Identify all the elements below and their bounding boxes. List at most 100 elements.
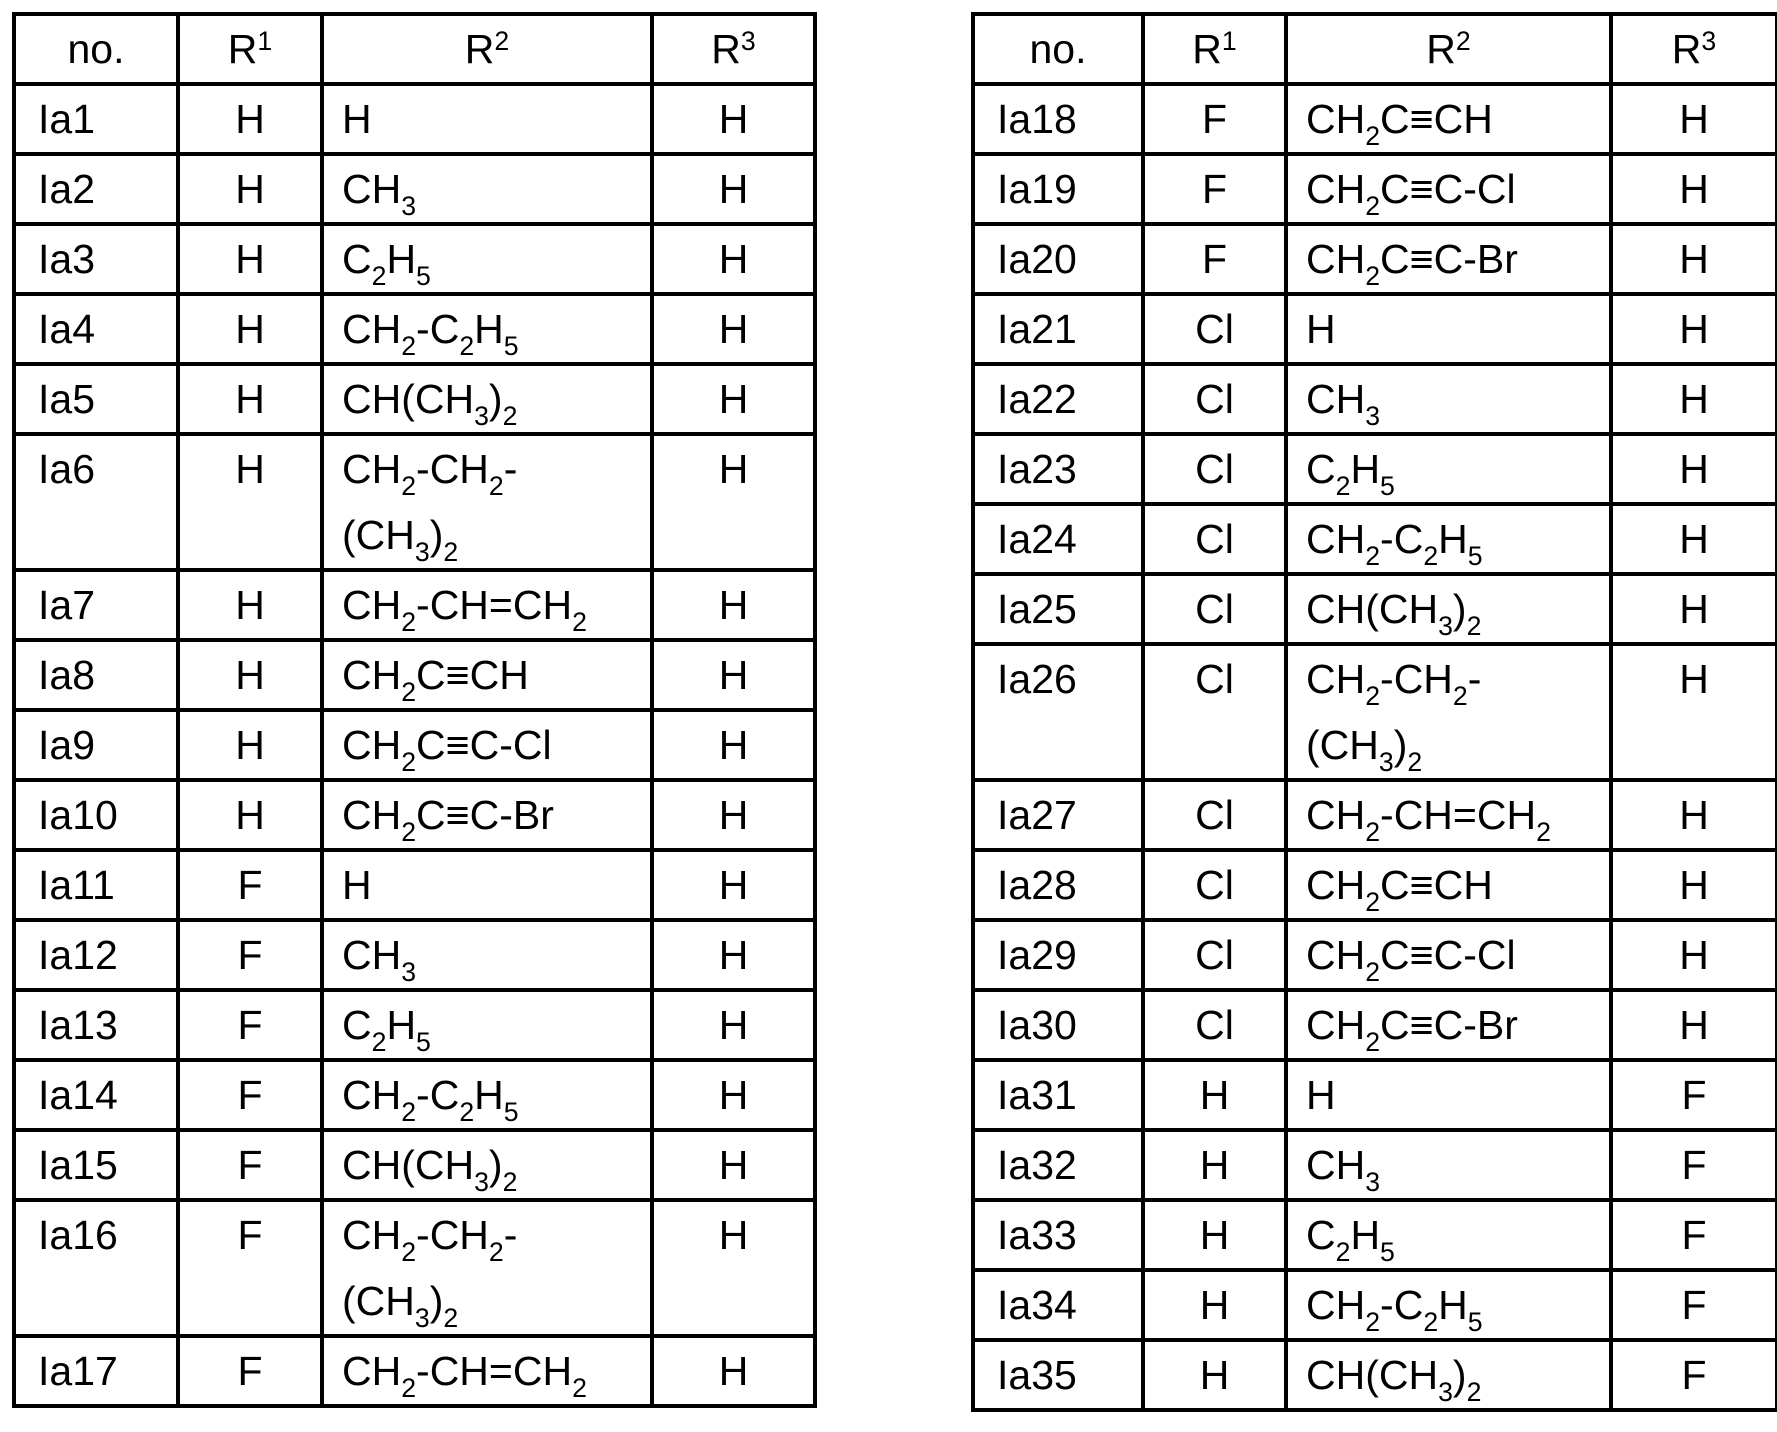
cell-r3: H <box>650 152 817 226</box>
cell-r3: H <box>1609 918 1777 992</box>
cell-no: Ia15 <box>12 1128 180 1202</box>
cell-r2: CH3 <box>1284 1128 1613 1202</box>
table-row: Ia11 F H H <box>12 848 817 922</box>
cell-no: Ia20 <box>971 222 1145 296</box>
table-row: Ia28 Cl CH2C≡CH H <box>971 848 1777 922</box>
cell-r1: Cl <box>1141 502 1288 576</box>
cell-r2: CH2C≡C-Cl <box>1284 918 1613 992</box>
cell-no: Ia27 <box>971 778 1145 852</box>
cell-r1: H <box>176 708 324 782</box>
cell-r1: H <box>176 568 324 642</box>
table-row: Ia3 H C2H5 H <box>12 222 817 296</box>
cell-r1: F <box>176 848 324 922</box>
cell-r2: H <box>320 848 654 922</box>
cell-r2: C2H5 <box>1284 1198 1613 1272</box>
header-r2: R2 <box>320 12 654 86</box>
table-row: Ia35 H CH(CH3)2 F <box>971 1338 1777 1412</box>
cell-r2: CH2-C2H5 <box>1284 1268 1613 1342</box>
cell-r2: C2H5 <box>320 222 654 296</box>
cell-r1: Cl <box>1141 642 1288 782</box>
cell-r3: H <box>650 1128 817 1202</box>
cell-r1: F <box>1141 222 1288 296</box>
table-row: Ia27 Cl CH2-CH=CH2 H <box>971 778 1777 852</box>
cell-no: Ia2 <box>12 152 180 226</box>
cell-r2: CH2C≡CH <box>1284 848 1613 922</box>
cell-no: Ia32 <box>971 1128 1145 1202</box>
table-row: Ia25 Cl CH(CH3)2 H <box>971 572 1777 646</box>
cell-r1: F <box>176 918 324 992</box>
cell-r1: F <box>176 1058 324 1132</box>
cell-r2: CH2C≡C-Cl <box>320 708 654 782</box>
cell-r1: Cl <box>1141 572 1288 646</box>
header-row: no. R1 R2 R3 <box>12 12 817 86</box>
cell-r3: H <box>1609 988 1777 1062</box>
cell-r3: F <box>1609 1128 1777 1202</box>
cell-r3: H <box>1609 152 1777 226</box>
cell-r1: Cl <box>1141 918 1288 992</box>
cell-r3: H <box>650 568 817 642</box>
cell-r3: H <box>650 1058 817 1132</box>
cell-r3: F <box>1609 1268 1777 1342</box>
cell-no: Ia34 <box>971 1268 1145 1342</box>
cell-r1: H <box>1141 1268 1288 1342</box>
cell-no: Ia22 <box>971 362 1145 436</box>
cell-r3: H <box>1609 572 1777 646</box>
table-row: Ia15 F CH(CH3)2 H <box>12 1128 817 1202</box>
cell-r2: CH(CH3)2 <box>1284 1338 1613 1412</box>
table-row: Ia22 Cl CH3 H <box>971 362 1777 436</box>
cell-r2: CH3 <box>320 152 654 226</box>
cell-no: Ia21 <box>971 292 1145 366</box>
cell-r1: Cl <box>1141 988 1288 1062</box>
cell-r2: CH2-CH=CH2 <box>320 568 654 642</box>
cell-r2: CH(CH3)2 <box>320 1128 654 1202</box>
table-row: Ia24 Cl CH2-C2H5 H <box>971 502 1777 576</box>
table-row: Ia14 F CH2-C2H5 H <box>12 1058 817 1132</box>
cell-r1: H <box>1141 1058 1288 1132</box>
table-row: Ia30 Cl CH2C≡C-Br H <box>971 988 1777 1062</box>
cell-r3: H <box>650 82 817 156</box>
cell-r2: CH2C≡CH <box>320 638 654 712</box>
cell-r3: H <box>1609 292 1777 366</box>
cell-r3: H <box>650 848 817 922</box>
cell-no: Ia33 <box>971 1198 1145 1272</box>
cell-r1: H <box>176 152 324 226</box>
cell-r1: H <box>176 638 324 712</box>
cell-r3: F <box>1609 1198 1777 1272</box>
cell-no: Ia30 <box>971 988 1145 1062</box>
cell-no: Ia9 <box>12 708 180 782</box>
table-row: Ia2 H CH3 H <box>12 152 817 226</box>
table-row: Ia31 H H F <box>971 1058 1777 1132</box>
cell-no: Ia26 <box>971 642 1145 782</box>
cell-r3: H <box>650 432 817 572</box>
cell-r1: Cl <box>1141 362 1288 436</box>
cell-r3: F <box>1609 1058 1777 1132</box>
table-row: Ia9 H CH2C≡C-Cl H <box>12 708 817 782</box>
cell-r3: H <box>650 638 817 712</box>
table-row: Ia21 Cl H H <box>971 292 1777 366</box>
cell-r3: F <box>1609 1338 1777 1412</box>
cell-no: Ia8 <box>12 638 180 712</box>
cell-no: Ia1 <box>12 82 180 156</box>
cell-no: Ia18 <box>971 82 1145 156</box>
cell-r2: CH2-CH=CH2 <box>1284 778 1613 852</box>
cell-r3: H <box>650 988 817 1062</box>
cell-r2: CH2-CH2- (CH3)2 <box>1284 642 1613 782</box>
cell-r3: H <box>1609 82 1777 156</box>
cell-r2: CH2-C2H5 <box>320 292 654 366</box>
cell-r2: CH(CH3)2 <box>320 362 654 436</box>
cell-r1: H <box>176 778 324 852</box>
cell-r2: CH2C≡C-Br <box>1284 222 1613 296</box>
cell-r2: CH2C≡C-Br <box>320 778 654 852</box>
cell-r3: H <box>1609 222 1777 296</box>
cell-r1: F <box>176 1128 324 1202</box>
cell-r1: Cl <box>1141 848 1288 922</box>
cell-r2: CH2C≡CH <box>1284 82 1613 156</box>
cell-r1: F <box>176 1198 324 1338</box>
cell-r3: H <box>650 708 817 782</box>
cell-r2: CH2-C2H5 <box>1284 502 1613 576</box>
table-row: Ia34 H CH2-C2H5 F <box>971 1268 1777 1342</box>
table-row: Ia18 F CH2C≡CH H <box>971 82 1777 156</box>
header-r1: R1 <box>176 12 324 86</box>
cell-r1: H <box>176 292 324 366</box>
